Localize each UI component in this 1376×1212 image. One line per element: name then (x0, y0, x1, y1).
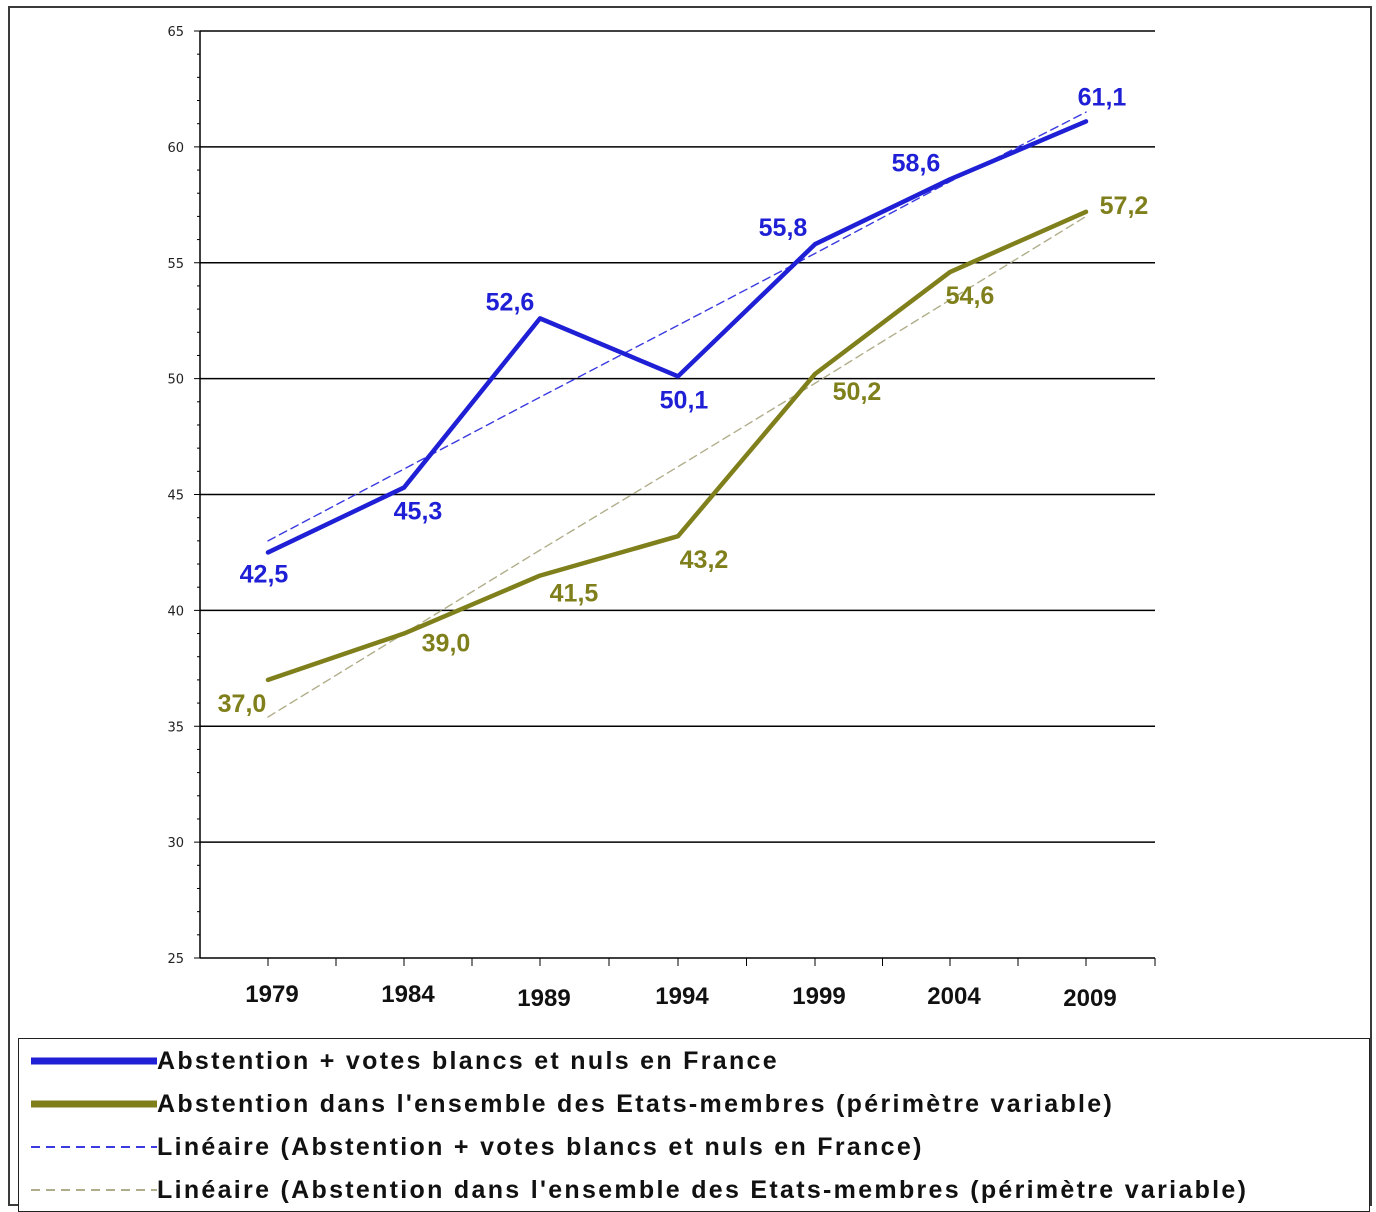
legend: Abstention + votes blancs et nuls en Fra… (18, 1038, 1370, 1212)
chart-frame (8, 6, 1372, 1206)
legend-swatch-member-states (29, 1094, 157, 1114)
legend-label-member-states: Abstention dans l'ensemble des Etats-mem… (157, 1089, 1115, 1118)
xtick-label-1979: 1979 (245, 981, 298, 1008)
ytick-label-50: 50 (167, 373, 184, 388)
data-labels: 42,5 45,3 52,6 50,1 55,8 58,6 61,1 37,0 39,0 41,5… (218, 83, 1149, 718)
line-chart: 25 30 35 40 45 50 55 60 65 1979 1984 1989 1994 1999 20… (167, 25, 1156, 1012)
data-label: 58,6 (892, 149, 941, 177)
legend-label-trend-france: Linéaire (Abstention + votes blancs et n… (157, 1132, 924, 1161)
series-line-2 (267, 111, 1087, 542)
series-line-1 (265, 209, 1089, 683)
ytick-label-65: 65 (167, 25, 184, 40)
data-label: 43,2 (680, 546, 729, 574)
legend-swatch-trend-france (29, 1137, 157, 1157)
data-label: 55,8 (759, 214, 808, 242)
ytick-label-25: 25 (167, 952, 184, 967)
xtick-label-1989: 1989 (517, 985, 570, 1012)
ytick-label-40: 40 (167, 604, 184, 619)
grid-lines (200, 30, 1155, 843)
xtick-label-1999: 1999 (792, 983, 845, 1010)
data-label: 54,6 (946, 282, 995, 310)
data-label: 37,0 (218, 690, 267, 718)
ytick-label-30: 30 (167, 836, 184, 851)
xtick-label-1994: 1994 (655, 983, 709, 1010)
legend-label-france: Abstention + votes blancs et nuls en Fra… (157, 1046, 779, 1075)
ytick-label-60: 60 (167, 141, 184, 156)
trend-lines (267, 111, 1087, 718)
legend-swatch-france (29, 1051, 157, 1071)
ytick-label-35: 35 (167, 720, 184, 735)
ytick-label-45: 45 (167, 489, 184, 504)
xtick-label-2009: 2009 (1063, 985, 1116, 1012)
ytick-label-55: 55 (167, 257, 184, 272)
legend-item-france: Abstention + votes blancs et nuls en Fra… (29, 1044, 779, 1078)
data-label: 42,5 (240, 560, 289, 588)
data-label: 50,1 (660, 386, 709, 414)
data-label: 61,1 (1078, 83, 1127, 111)
legend-label-trend-member-states: Linéaire (Abstention dans l'ensemble des… (157, 1175, 1249, 1204)
legend-item-trend-member-states: Linéaire (Abstention dans l'ensemble des… (29, 1173, 1248, 1207)
axes: 25 30 35 40 45 50 55 60 65 1979 1984 1989 1994 1999 20… (167, 25, 1156, 1012)
data-label: 45,3 (394, 498, 443, 526)
series-lines (265, 119, 1089, 683)
data-label: 57,2 (1100, 192, 1149, 220)
legend-item-trend-france: Linéaire (Abstention + votes blancs et n… (29, 1130, 924, 1164)
series-line-0 (265, 119, 1089, 555)
data-label: 50,2 (833, 378, 882, 406)
data-label: 41,5 (550, 580, 599, 608)
legend-swatch-trend-member-states (29, 1180, 157, 1200)
xtick-label-2004: 2004 (927, 983, 981, 1010)
data-label: 39,0 (422, 630, 471, 658)
xtick-label-1984: 1984 (381, 981, 435, 1008)
data-label: 52,6 (486, 288, 535, 316)
legend-item-member-states: Abstention dans l'ensemble des Etats-mem… (29, 1087, 1114, 1121)
